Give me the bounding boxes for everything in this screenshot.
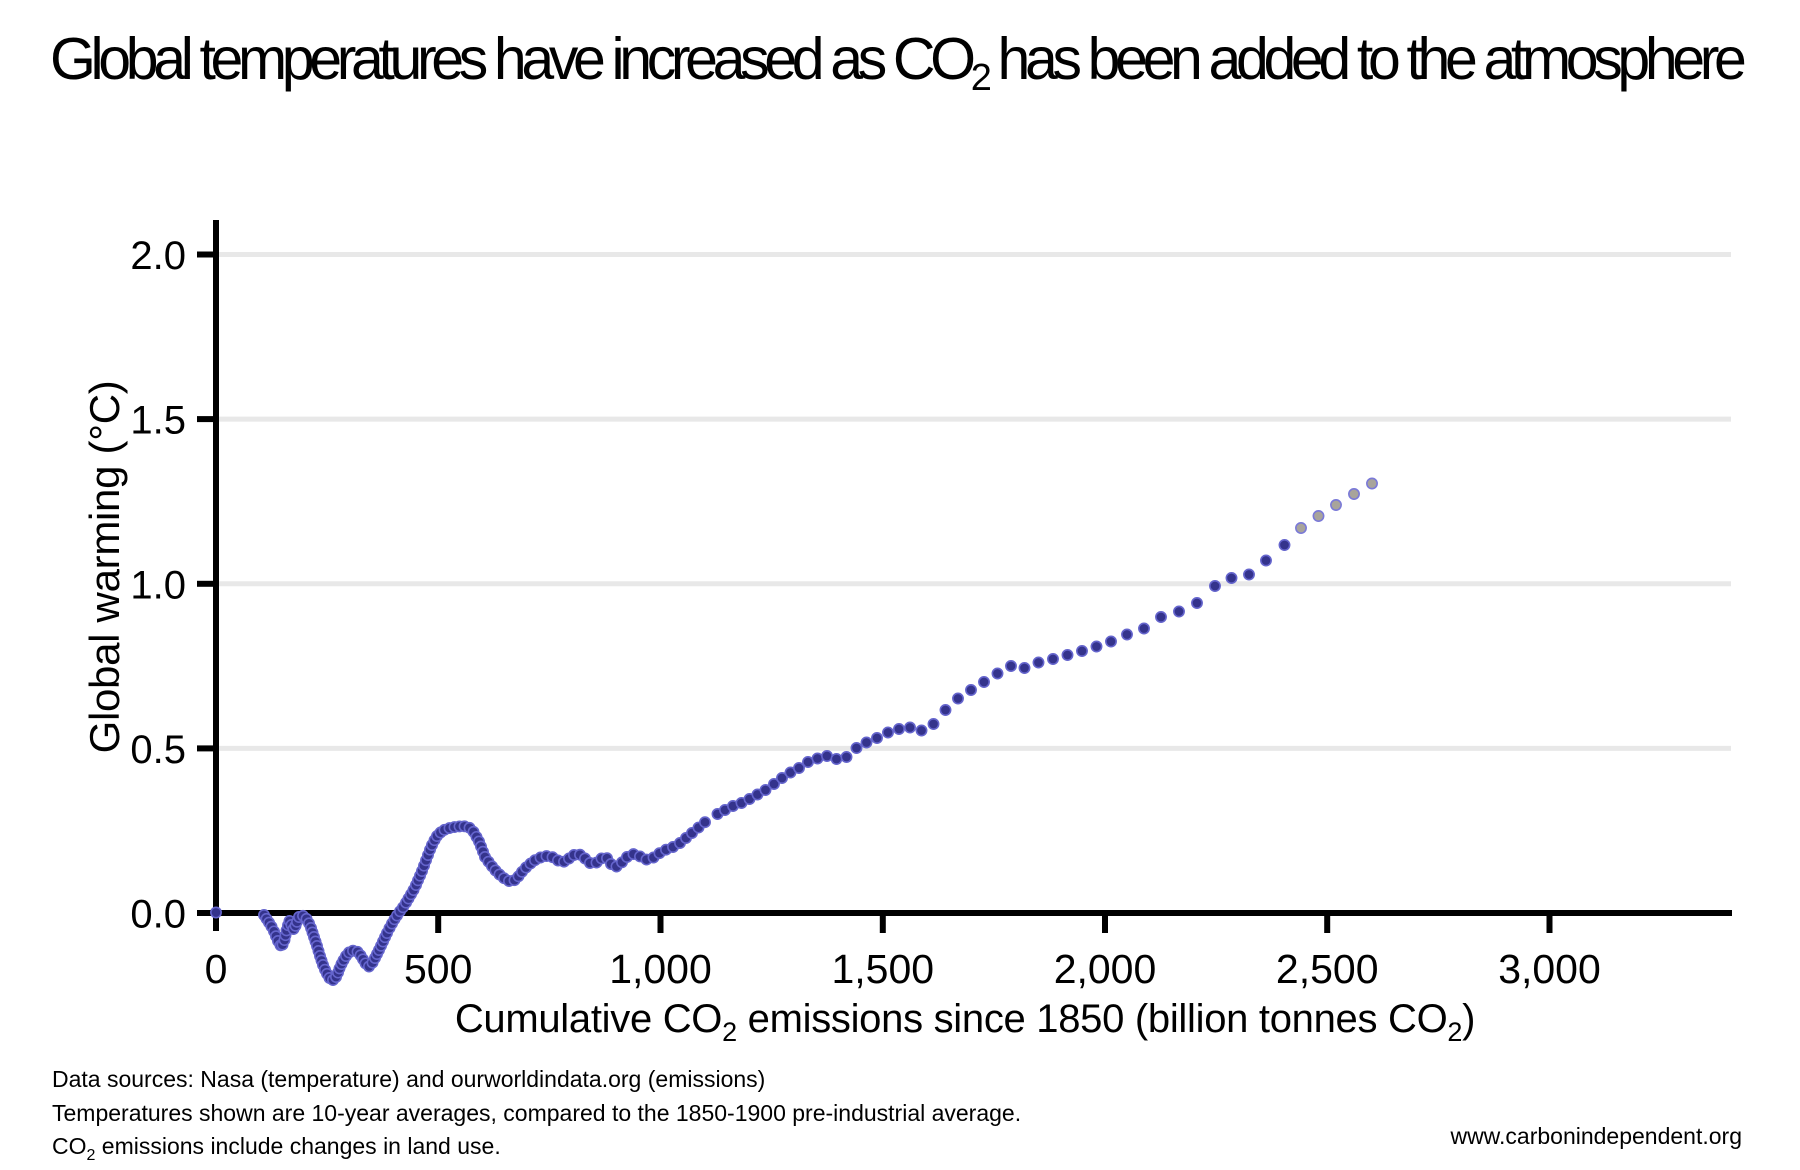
svg-text:Data sources: Nasa (temperatur: Data sources: Nasa (temperature) and our…: [52, 1066, 765, 1092]
svg-text:Global warming (°C): Global warming (°C): [81, 381, 128, 754]
svg-text:500: 500: [404, 946, 472, 992]
svg-text:2.0: 2.0: [130, 234, 186, 278]
svg-text:0.5: 0.5: [130, 728, 186, 772]
svg-text:1,000: 1,000: [609, 946, 712, 992]
svg-text:CO2 emissions include changes: CO2 emissions include changes in land us…: [52, 1133, 501, 1164]
svg-text:2,500: 2,500: [1276, 946, 1379, 992]
svg-text:www.carbonindependent.org: www.carbonindependent.org: [1449, 1123, 1742, 1149]
svg-text:Cumulative CO2 emissions since: Cumulative CO2 emissions since 1850 (bil…: [455, 997, 1475, 1047]
svg-text:1.5: 1.5: [130, 399, 186, 443]
svg-text:2,000: 2,000: [1054, 946, 1157, 992]
svg-text:1,500: 1,500: [831, 946, 934, 992]
svg-text:Temperatures shown are 10-year: Temperatures shown are 10-year averages,…: [52, 1100, 1021, 1126]
svg-text:Global temperatures have incre: Global temperatures have increased as CO…: [50, 26, 1745, 99]
svg-text:0.0: 0.0: [130, 893, 186, 937]
svg-text:0: 0: [205, 946, 228, 992]
svg-text:1.0: 1.0: [130, 563, 186, 607]
svg-text:3,000: 3,000: [1498, 946, 1601, 992]
